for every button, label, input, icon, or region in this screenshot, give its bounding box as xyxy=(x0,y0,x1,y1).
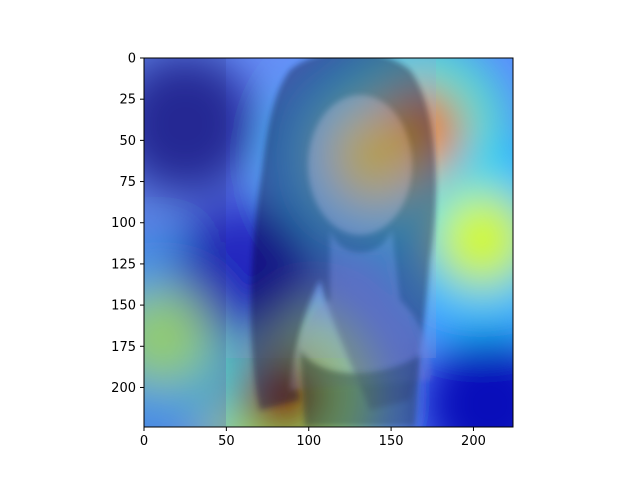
hotspot-3 xyxy=(432,190,513,289)
y-tick-label: 50 xyxy=(119,134,136,149)
x-tick-label: 150 xyxy=(379,434,404,449)
x-tick-label: 200 xyxy=(461,434,486,449)
portrait-photo-overlay xyxy=(144,58,436,427)
top-garment-shape xyxy=(300,350,420,427)
face-shape xyxy=(308,95,412,235)
x-tick-label: 0 xyxy=(140,434,148,449)
y-tick-label: 150 xyxy=(111,299,136,314)
cold-region-2 xyxy=(419,333,513,427)
plot-area xyxy=(144,58,513,427)
x-tick-label: 100 xyxy=(296,434,321,449)
neck-shoulder-shape xyxy=(290,230,432,390)
cold-region-0 xyxy=(144,58,256,194)
hotspot-4 xyxy=(144,288,210,388)
y-tick-label: 0 xyxy=(128,52,136,67)
y-tick-label: 125 xyxy=(111,257,136,272)
y-tick-label: 200 xyxy=(111,381,136,396)
y-tick-label: 175 xyxy=(111,340,136,355)
photo-left-panel xyxy=(144,58,226,427)
y-axis: 0 25 50 75 100 125 150 175 200 xyxy=(111,52,144,396)
x-axis: 0 50 100 150 200 xyxy=(140,427,486,449)
y-tick-label: 75 xyxy=(119,175,136,190)
x-tick-label: 50 xyxy=(218,434,235,449)
axes-frame xyxy=(143,57,514,428)
y-tick-label: 100 xyxy=(111,216,136,231)
y-tick-label: 25 xyxy=(119,93,136,108)
